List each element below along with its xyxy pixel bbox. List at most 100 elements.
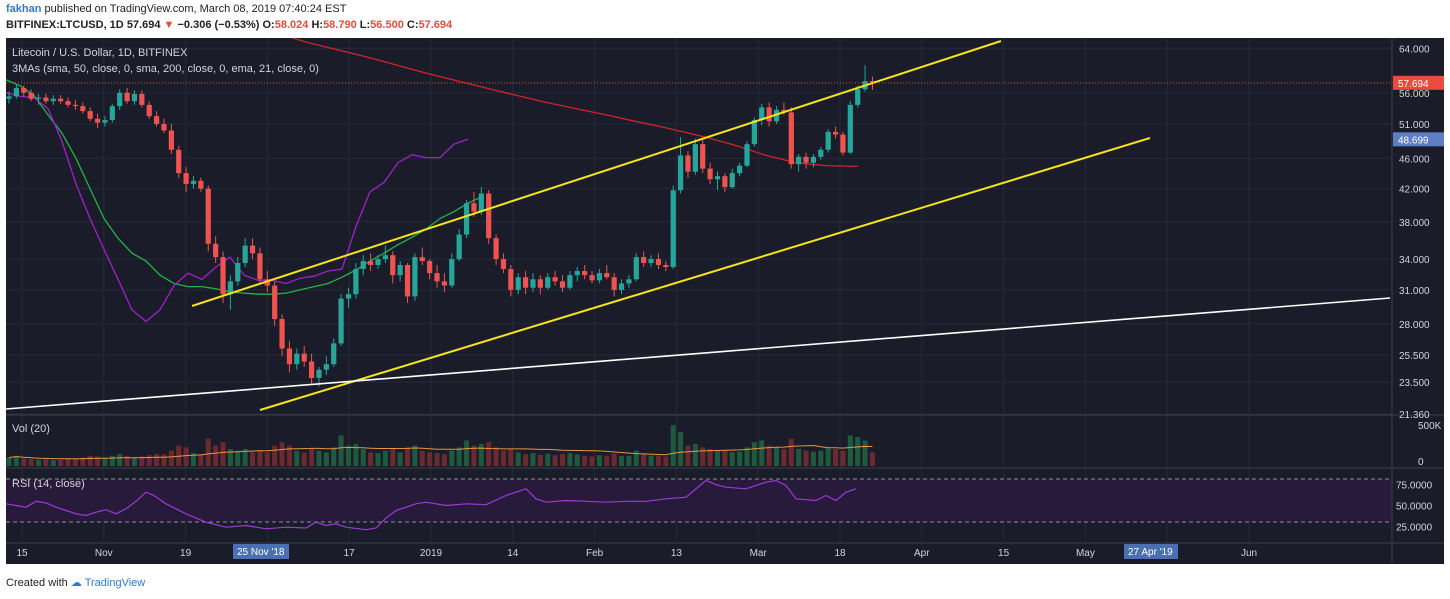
candle-body	[832, 131, 839, 135]
indicator-legend[interactable]: 3MAs (sma, 50, close, 0, sma, 200, close…	[12, 63, 319, 75]
candle-body	[264, 279, 270, 286]
volume-bar	[95, 456, 101, 466]
rsi-label[interactable]: RSI (14, close)	[12, 478, 85, 490]
candle-body	[72, 104, 79, 107]
candle-body	[124, 92, 130, 102]
price-tick-label: 34.000	[1399, 255, 1430, 266]
candle-body	[427, 261, 433, 274]
chart-area[interactable]: 64.000 56.000 51.000 46.000 42.000 38.000 34.0…	[6, 38, 1444, 564]
price-tick-label: 42.000	[1399, 185, 1430, 196]
volume-bar	[737, 451, 743, 466]
x-tick-label: 2019	[420, 548, 443, 559]
volume-ma-line	[8, 444, 873, 460]
volume-bar	[72, 458, 78, 466]
price-tick-label: 21.360	[1399, 410, 1430, 421]
volume-bar	[139, 456, 145, 466]
cursor-date-badge-2	[1124, 544, 1178, 559]
candle-body	[692, 144, 698, 172]
volume-bar	[626, 455, 632, 466]
tradingview-logo-icon[interactable]: ☁	[70, 577, 82, 589]
candle-body	[87, 111, 93, 119]
volume-bar	[43, 459, 49, 466]
candle-body	[567, 275, 573, 288]
candle-body	[404, 265, 411, 297]
volume-bar	[368, 452, 374, 466]
volume-bar	[464, 440, 470, 466]
volume-bar	[670, 425, 676, 466]
price-tick-label: 31.000	[1399, 286, 1430, 297]
tradingview-brand[interactable]: TradingView	[84, 577, 146, 589]
candle-body	[308, 361, 315, 378]
candle-body	[419, 257, 425, 262]
volume-bar	[419, 450, 425, 466]
volume-label[interactable]: Vol (20)	[12, 423, 50, 435]
volume-bar	[13, 455, 19, 466]
volume-bar	[825, 447, 831, 466]
volume-bar	[117, 454, 123, 466]
volume-bar	[663, 456, 669, 466]
volume-bar	[796, 449, 802, 466]
volume-bar	[530, 453, 536, 466]
candle-body	[729, 173, 735, 188]
volume-bar	[375, 453, 381, 466]
candle-body	[235, 263, 241, 282]
volume-bar	[382, 450, 388, 466]
publish-line: fakhan published on TradingView.com, Mar…	[6, 3, 346, 16]
chart-svg[interactable]: 64.000 56.000 51.000 46.000 42.000 38.000 34.0…	[6, 38, 1444, 564]
volume-bar	[345, 445, 351, 466]
price-change: −0.306 (−0.53%)	[177, 19, 260, 31]
volume-bar	[840, 450, 846, 466]
candle-body	[545, 277, 551, 288]
volume-bar	[405, 447, 411, 466]
volume-bar	[131, 457, 137, 466]
volume-bar	[781, 449, 787, 466]
volume-bar	[759, 440, 765, 466]
candle-body	[316, 369, 322, 378]
rsi-line	[6, 479, 857, 531]
volume-bar	[235, 450, 241, 466]
candle-body	[368, 261, 374, 266]
volume-bar	[456, 447, 462, 466]
volume-bar	[449, 450, 455, 466]
volume-bar	[700, 447, 706, 466]
candle-body	[530, 279, 536, 288]
volume-bar	[87, 455, 93, 466]
author-name[interactable]: fakhan	[6, 3, 42, 15]
volume-bar	[744, 447, 750, 466]
candle-body	[183, 173, 189, 184]
footer: Created with ☁ TradingView	[6, 576, 145, 589]
published-text: published on TradingView.com, March 08, …	[44, 3, 347, 15]
candle-body	[825, 131, 831, 150]
volume-bar	[441, 454, 447, 466]
x-tick-label: Nov	[95, 548, 113, 559]
candle-body	[847, 104, 853, 153]
volume-bar	[596, 455, 602, 466]
candle-body	[345, 294, 352, 299]
volume-bar	[471, 445, 477, 466]
candle-body	[412, 257, 418, 297]
candle-body	[375, 259, 381, 266]
candle-body	[449, 259, 455, 286]
candle-body	[486, 193, 492, 239]
candle-body	[331, 343, 337, 365]
volume-bar	[279, 442, 285, 466]
volume-bar	[582, 455, 588, 466]
candle-body	[360, 261, 366, 270]
candle-body	[796, 156, 802, 165]
volume-bar	[146, 455, 152, 466]
candle-body	[397, 265, 403, 276]
candle-body	[58, 98, 64, 102]
candle-body	[641, 257, 647, 264]
channel-upper-line	[191, 40, 1002, 307]
symbol-name: BITFINEX:LTCUSD, 1D	[6, 19, 124, 31]
volume-bar	[168, 450, 174, 466]
candle-body	[773, 109, 780, 122]
candle-body	[117, 92, 123, 107]
x-tick-label: 14	[507, 548, 519, 559]
candle-body	[751, 120, 757, 145]
candle-body	[21, 88, 27, 93]
volume-bar	[316, 450, 322, 466]
volume-bar	[722, 450, 728, 466]
volume-bar	[198, 454, 204, 466]
current-price-badge	[1393, 75, 1444, 90]
